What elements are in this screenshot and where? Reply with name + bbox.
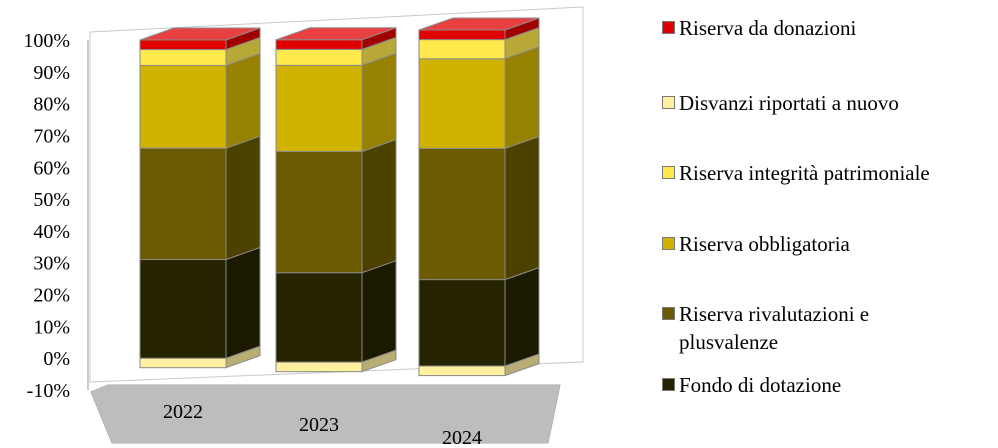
bar-segment-series-3 — [139, 49, 227, 66]
bar-segment-series-5 — [418, 29, 506, 41]
legend-label: Riserva da donazioni — [679, 16, 857, 40]
bar-side-series-1 — [504, 135, 540, 281]
y-tick-label: 50% — [33, 189, 70, 211]
bar-top-series-5 — [139, 27, 261, 41]
y-tick-label: 100% — [23, 30, 70, 52]
bar-segment-series-4 — [139, 357, 227, 369]
legend-label: Riserva rivalutazioni e plusvalenze — [679, 302, 870, 354]
bar-segment-series-0 — [139, 259, 227, 359]
legend-item-riserva-integrita: Riserva integrità patrimoniale — [662, 159, 930, 187]
bar-segment-series-4 — [275, 361, 363, 373]
bar-side-series-0 — [225, 246, 261, 359]
legend-item-riserva-rivalutazioni: Riserva rivalutazioni e plusvalenze — [662, 300, 962, 356]
y-tick-label: 40% — [33, 221, 70, 243]
y-tick-label: 30% — [33, 253, 70, 275]
floor-top — [91, 385, 560, 443]
x-tick-label: 2023 — [299, 414, 339, 436]
legend-swatch — [662, 96, 675, 109]
bar-segment-series-3 — [275, 48, 363, 66]
bar-segment-series-1 — [418, 147, 506, 281]
bar-side-series-2 — [361, 52, 397, 153]
y-tick-label: 70% — [33, 125, 70, 147]
bar-top-series-5 — [275, 27, 397, 41]
bar-top-series-5 — [418, 17, 540, 31]
y-tick-label: 0% — [43, 348, 70, 370]
y-tick-label: 10% — [33, 316, 70, 338]
bar-segment-series-0 — [275, 272, 363, 363]
bar-segment-series-1 — [139, 147, 227, 261]
y-tick-label: 90% — [33, 62, 70, 84]
bar-segment-series-0 — [418, 279, 506, 367]
y-tick-label: -10% — [27, 380, 70, 402]
legend-label: Riserva obbligatoria — [679, 232, 850, 256]
bar-segment-series-2 — [275, 64, 363, 152]
legend-item-riserva-obbligatoria: Riserva obbligatoria — [662, 230, 850, 258]
legend-item-disvanzi-riportati: Disvanzi riportati a nuovo — [662, 89, 899, 117]
bar-segment-series-1 — [275, 150, 363, 274]
bar-side-series-0 — [504, 266, 540, 367]
bar-segment-series-2 — [139, 64, 227, 149]
bar-segment-series-5 — [139, 39, 227, 51]
bar-segment-series-4 — [418, 365, 506, 377]
bar-side-series-0 — [361, 259, 397, 363]
y-tick-label: 20% — [33, 285, 70, 307]
legend-swatch — [662, 166, 675, 179]
bar-side-series-1 — [361, 138, 397, 274]
legend-swatch — [662, 21, 675, 34]
legend-item-fondo-di-dotazione: Fondo di dotazione — [662, 371, 841, 399]
legend-label: Fondo di dotazione — [679, 373, 842, 397]
bar-side-series-2 — [225, 52, 261, 149]
bar-side-series-1 — [225, 135, 261, 261]
legend-swatch — [662, 237, 675, 250]
bar-side-series-2 — [504, 46, 540, 150]
legend-swatch — [662, 378, 675, 391]
legend-label: Disvanzi riportati a nuovo — [679, 91, 899, 115]
legend-item-riserva-da-donazioni: Riserva da donazioni — [662, 14, 856, 42]
bar-segment-series-2 — [418, 58, 506, 149]
y-tick-label: 60% — [33, 157, 70, 179]
legend-swatch — [662, 307, 675, 320]
bar-segment-series-3 — [418, 39, 506, 60]
y-tick-label: 80% — [33, 94, 70, 116]
legend-label: Riserva integrità patrimoniale — [679, 161, 930, 185]
bar-segment-series-5 — [275, 39, 363, 50]
x-tick-label: 2022 — [163, 401, 203, 423]
x-tick-label: 2024 — [442, 427, 482, 448]
